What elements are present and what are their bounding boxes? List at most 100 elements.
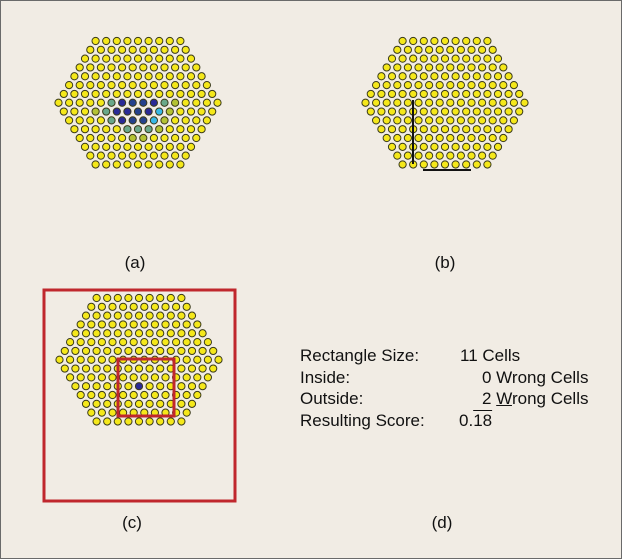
hex-cell [377,72,386,81]
hex-cell [382,63,391,72]
hex-cell [54,98,63,107]
hex-cell [419,142,428,151]
hex-cell [182,355,191,364]
score-value: 0.18 [459,410,492,432]
hex-cell [483,89,492,99]
hex-cell [80,107,90,116]
hex-cell [140,373,149,382]
hex-cell [181,45,190,54]
hex-cell [419,125,428,134]
hex-cell [145,417,154,426]
hex-cell [161,338,170,347]
outside-W: W [496,389,512,408]
hex-cell [76,355,85,364]
hex-cell [493,89,503,99]
hex-cell [425,151,434,160]
hex-cell [419,36,428,46]
inside-value: 0 Wrong Cells [482,367,589,387]
hex-cell [112,160,121,169]
hex-cell [107,63,116,72]
hex-cell [97,373,107,382]
hex-cell [102,142,111,151]
hex-cell [504,107,513,116]
hex-cell [377,89,386,99]
hex-cell [177,293,186,303]
hex-cell [91,160,100,169]
hex-cell [119,390,128,400]
hex-cell [171,151,180,160]
hex-cell [467,81,476,90]
hex-cell [467,151,476,160]
panel-label-b: (b) [434,253,456,272]
hex-cell [425,98,434,107]
hex-cell [166,417,175,426]
hex-cell [483,54,492,63]
panel-label-d: (d) [431,513,453,532]
hex-cell [140,390,149,400]
hex-cell [398,36,407,46]
hex-cell [156,417,165,426]
hex-cell [124,382,133,391]
hex-cell [112,142,121,151]
hex-cell [177,364,186,373]
score-repeating: 18 [473,410,493,430]
hex-cell [181,98,190,107]
hex-cell [177,417,186,426]
hex-cell [440,125,450,134]
hex-cell [377,125,386,134]
hex-cell [155,36,164,46]
hex-cell [419,89,428,99]
hex-cell [403,63,412,72]
hex-cell [144,36,153,46]
hex-cell [176,54,185,63]
hex-cell [478,63,487,72]
hex-cell [81,399,91,408]
hex-cell [414,81,423,90]
hex-cell [171,45,180,54]
hex-cell [193,373,202,382]
hex-cell [128,116,137,125]
hex-cell [419,160,428,169]
hex-cell [208,107,217,116]
hex-cell [366,89,375,99]
hex-cell [134,311,144,320]
hex-cell [186,54,196,63]
hex-cell [134,329,144,338]
hex-cell [86,45,95,54]
hex-cell [87,320,96,329]
hex-cell [483,107,492,116]
hex-cell [97,338,107,347]
hex-cell [483,160,492,169]
hex-cell [398,89,407,99]
hex-cell [102,72,111,81]
hex-cell [123,54,132,63]
hex-cell [139,116,148,125]
hex-cell [462,125,471,134]
hex-cell [393,63,402,72]
hex-cell [166,293,175,303]
hex-cell [92,293,101,303]
hex-cell [462,160,471,169]
hex-cell [128,133,137,143]
hex-cell [409,36,418,46]
hex-cell [108,390,117,400]
hex-cell [193,338,202,347]
hex-cell [71,346,80,356]
hex-cell [176,142,185,151]
hex-cell [520,98,529,107]
hex-cell [124,417,133,426]
hex-cell [192,63,201,72]
hex-cell [92,382,101,391]
hex-cell [425,81,434,90]
hex-cell [198,329,207,338]
hex-cell [451,72,460,81]
hex-cell [81,346,91,356]
hex-cell [478,98,487,107]
hex-cell [177,399,186,408]
hex-cell [435,133,444,143]
hex-cell [155,54,164,63]
hex-cell [118,98,127,107]
hex-cell [80,142,90,151]
hex-cell [161,373,170,382]
hex-cell [398,72,407,81]
